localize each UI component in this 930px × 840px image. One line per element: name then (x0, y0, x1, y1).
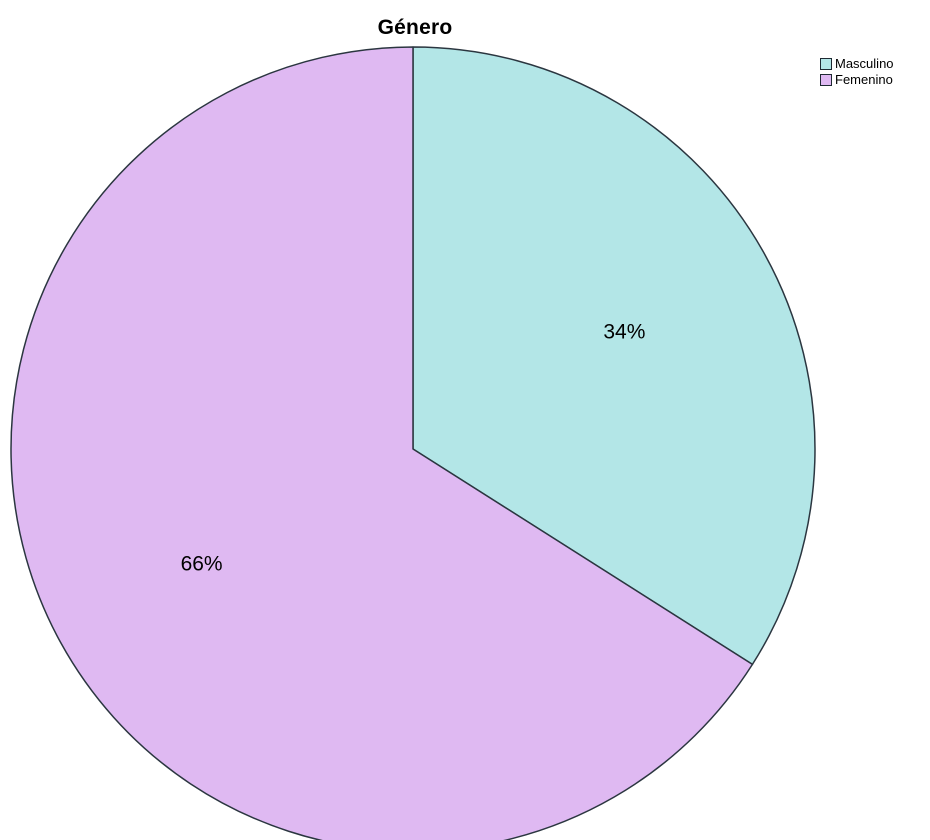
slice-label-masculino: 34% (603, 320, 645, 343)
legend: Masculino Femenino (820, 56, 894, 88)
legend-item-femenino: Femenino (820, 72, 894, 88)
pie-slice-masculino (412, 46, 816, 666)
slice-label-femenino: 66% (181, 553, 223, 576)
chart-title: Género (377, 16, 453, 39)
legend-label-masculino: Masculino (835, 56, 894, 71)
legend-item-masculino: Masculino (820, 56, 894, 72)
legend-label-femenino: Femenino (835, 72, 893, 87)
pie-slice-femenino (10, 46, 754, 840)
legend-swatch-femenino (820, 74, 832, 86)
legend-swatch-masculino (820, 58, 832, 70)
